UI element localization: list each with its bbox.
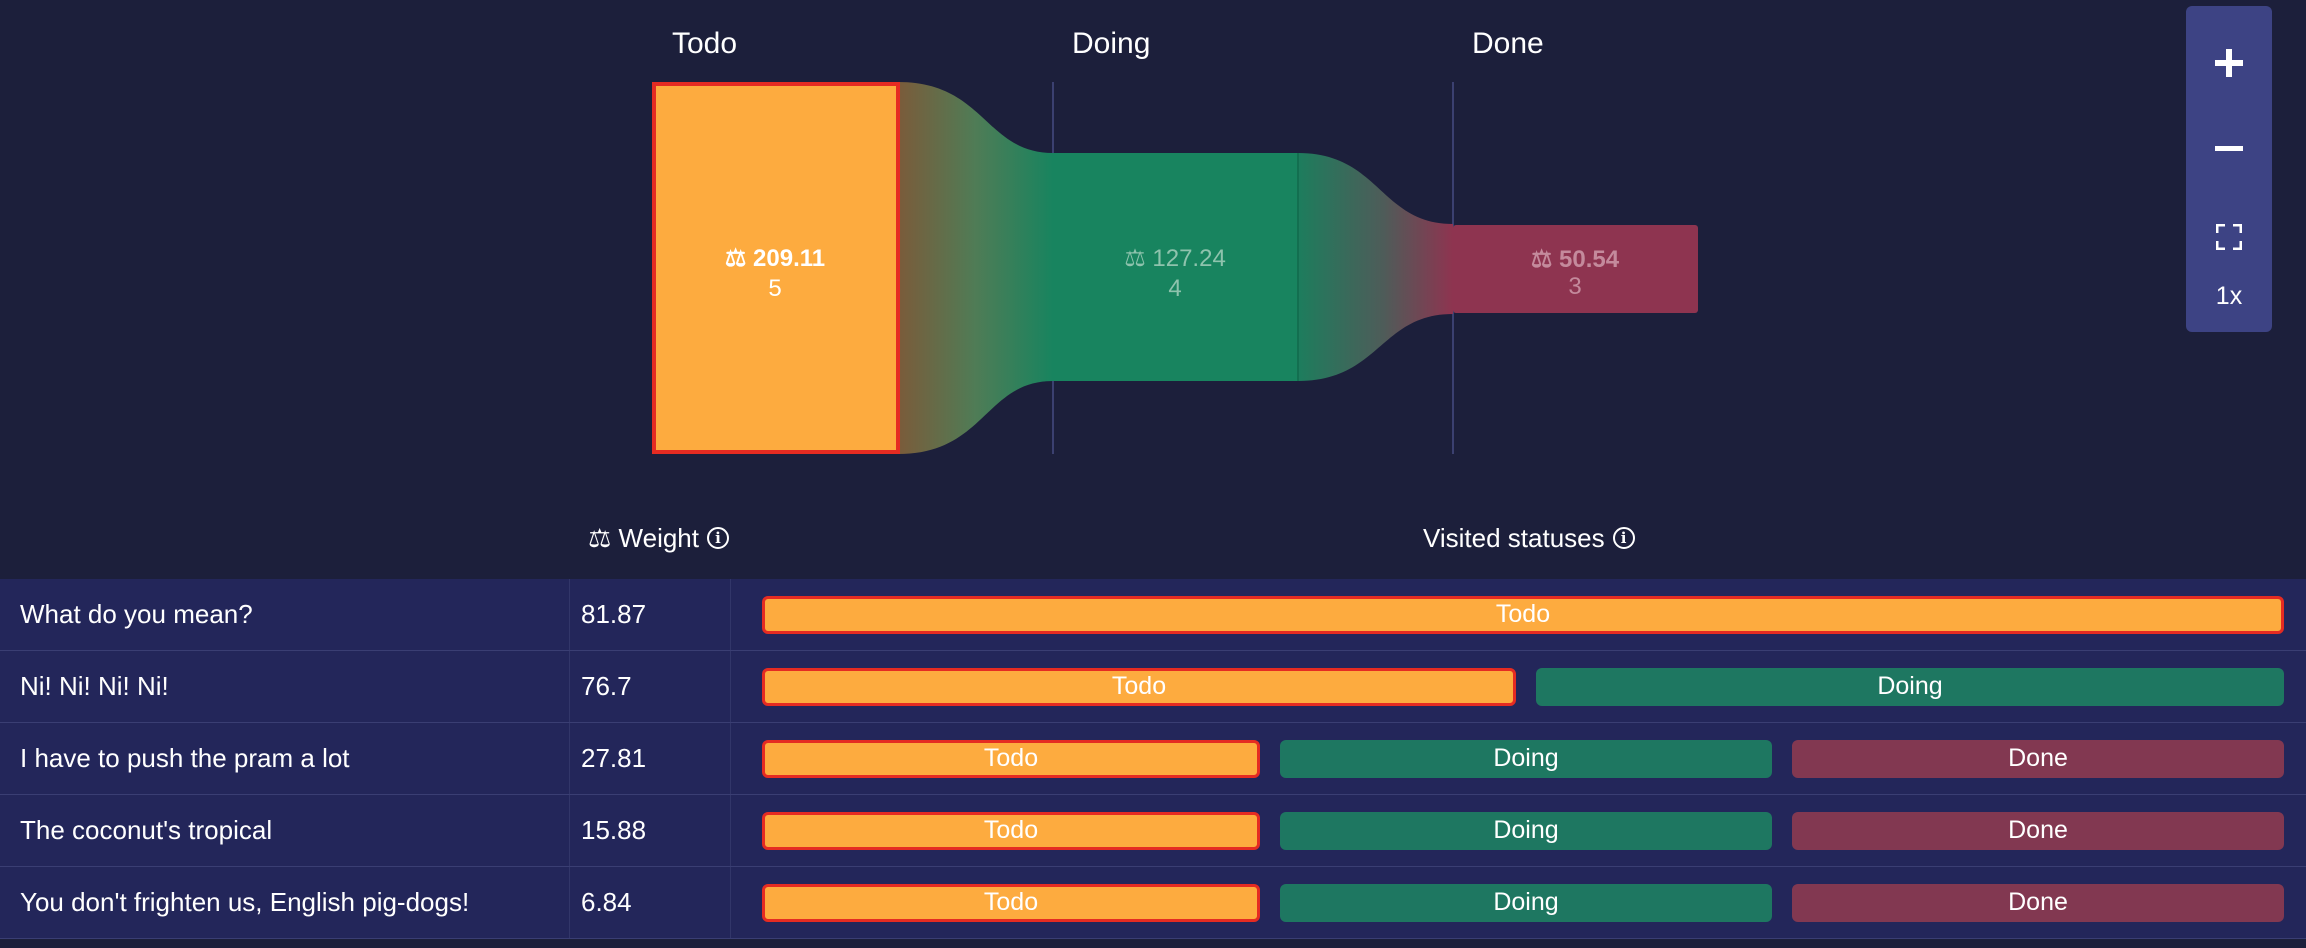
status-pill-doing[interactable]: Doing: [1536, 667, 2284, 706]
weight-column-header[interactable]: ⚖ Weight i: [588, 518, 729, 558]
status-pill-done[interactable]: Done: [1792, 883, 2284, 922]
visited-statuses: Todo Doing Done: [762, 867, 2284, 938]
stage-title-done: Done: [1472, 27, 1544, 60]
table-row[interactable]: The coconut's tropical 15.88 Todo Doing …: [0, 795, 2306, 867]
item-name[interactable]: I have to push the pram a lot: [20, 743, 350, 773]
zoom-level: 1x: [2215, 282, 2243, 310]
status-pill-doing[interactable]: Doing: [1280, 739, 1772, 778]
column-divider: [730, 651, 731, 722]
stage-node-todo[interactable]: [652, 82, 900, 454]
info-icon[interactable]: i: [706, 527, 729, 549]
status-pill-doing[interactable]: Doing: [1280, 811, 1772, 850]
stage-node-done[interactable]: [1453, 225, 1698, 313]
status-pill-todo[interactable]: Todo: [762, 739, 1260, 778]
items-table: What do you mean? 81.87 Todo Ni! Ni! Ni!…: [0, 579, 2306, 939]
status-pill-todo[interactable]: Todo: [762, 811, 1260, 850]
info-icon[interactable]: i: [1612, 527, 1635, 549]
stage-weight-doing: ⚖ 127.24: [1124, 245, 1226, 272]
statuses-column-header[interactable]: Visited statuses i: [1423, 518, 1635, 558]
item-name[interactable]: Ni! Ni! Ni! Ni!: [20, 671, 169, 701]
visited-statuses: Todo Doing: [762, 651, 2284, 722]
status-pill-todo[interactable]: Todo: [762, 883, 1260, 922]
table-row[interactable]: You don't frighten us, English pig-dogs!…: [0, 867, 2306, 939]
weight-header-label: ⚖ Weight: [588, 522, 699, 553]
visited-statuses: Todo Doing Done: [762, 795, 2284, 866]
status-pill-done[interactable]: Done: [1792, 739, 2284, 778]
table-row[interactable]: What do you mean? 81.87 Todo: [0, 579, 2306, 651]
item-name[interactable]: What do you mean?: [20, 599, 253, 629]
status-pill-doing[interactable]: Doing: [1280, 883, 1772, 922]
item-name[interactable]: You don't frighten us, English pig-dogs!: [20, 887, 470, 917]
fit-view-button[interactable]: [2186, 202, 2272, 272]
fullscreen-corners-icon: [2216, 224, 2242, 250]
item-name[interactable]: The coconut's tropical: [20, 815, 273, 845]
minus-icon: [2215, 146, 2243, 151]
zoom-in-button[interactable]: [2186, 28, 2272, 98]
column-divider: [730, 723, 731, 794]
flow-doing-to-done: [1298, 153, 1453, 381]
table-row[interactable]: Ni! Ni! Ni! Ni! 76.7 Todo Doing: [0, 651, 2306, 723]
column-divider: [730, 579, 731, 650]
stage-node-doing[interactable]: [1053, 153, 1298, 381]
zoom-controls: 1x: [2186, 6, 2272, 332]
status-pill-done[interactable]: Done: [1792, 811, 2284, 850]
item-weight: 81.87: [581, 599, 647, 629]
column-divider: [569, 867, 570, 938]
flow-todo-to-doing: [898, 82, 1053, 454]
stage-count-doing: 4: [1168, 275, 1181, 302]
table-row[interactable]: I have to push the pram a lot 27.81 Todo…: [0, 723, 2306, 795]
item-weight: 76.7: [581, 671, 632, 701]
column-divider: [569, 723, 570, 794]
plus-icon: [2215, 49, 2243, 77]
column-divider: [569, 651, 570, 722]
status-flow-chart: Todo Doing Done ⚖ 209.11 5 ⚖ 127.24 4 ⚖ …: [652, 27, 1698, 454]
item-weight: 27.81: [581, 743, 647, 773]
stage-weight-done: ⚖ 50.54: [1531, 246, 1620, 273]
item-weight: 15.88: [581, 815, 647, 845]
status-pill-todo[interactable]: Todo: [762, 595, 2284, 634]
zoom-out-button[interactable]: [2186, 114, 2272, 184]
column-divider: [569, 579, 570, 650]
stage-title-doing: Doing: [1072, 27, 1150, 60]
status-pill-todo[interactable]: Todo: [762, 667, 1516, 706]
stage-count-done: 3: [1568, 273, 1581, 300]
column-divider: [730, 795, 731, 866]
column-divider: [569, 795, 570, 866]
item-weight: 6.84: [581, 887, 632, 917]
column-divider: [730, 867, 731, 938]
stage-weight-todo: ⚖ 209.11: [725, 245, 825, 272]
stage-title-todo: Todo: [672, 27, 737, 60]
stage-count-todo: 5: [768, 275, 781, 302]
visited-statuses: Todo Doing Done: [762, 723, 2284, 794]
visited-statuses: Todo: [762, 579, 2284, 650]
statuses-header-label: Visited statuses: [1423, 522, 1605, 553]
